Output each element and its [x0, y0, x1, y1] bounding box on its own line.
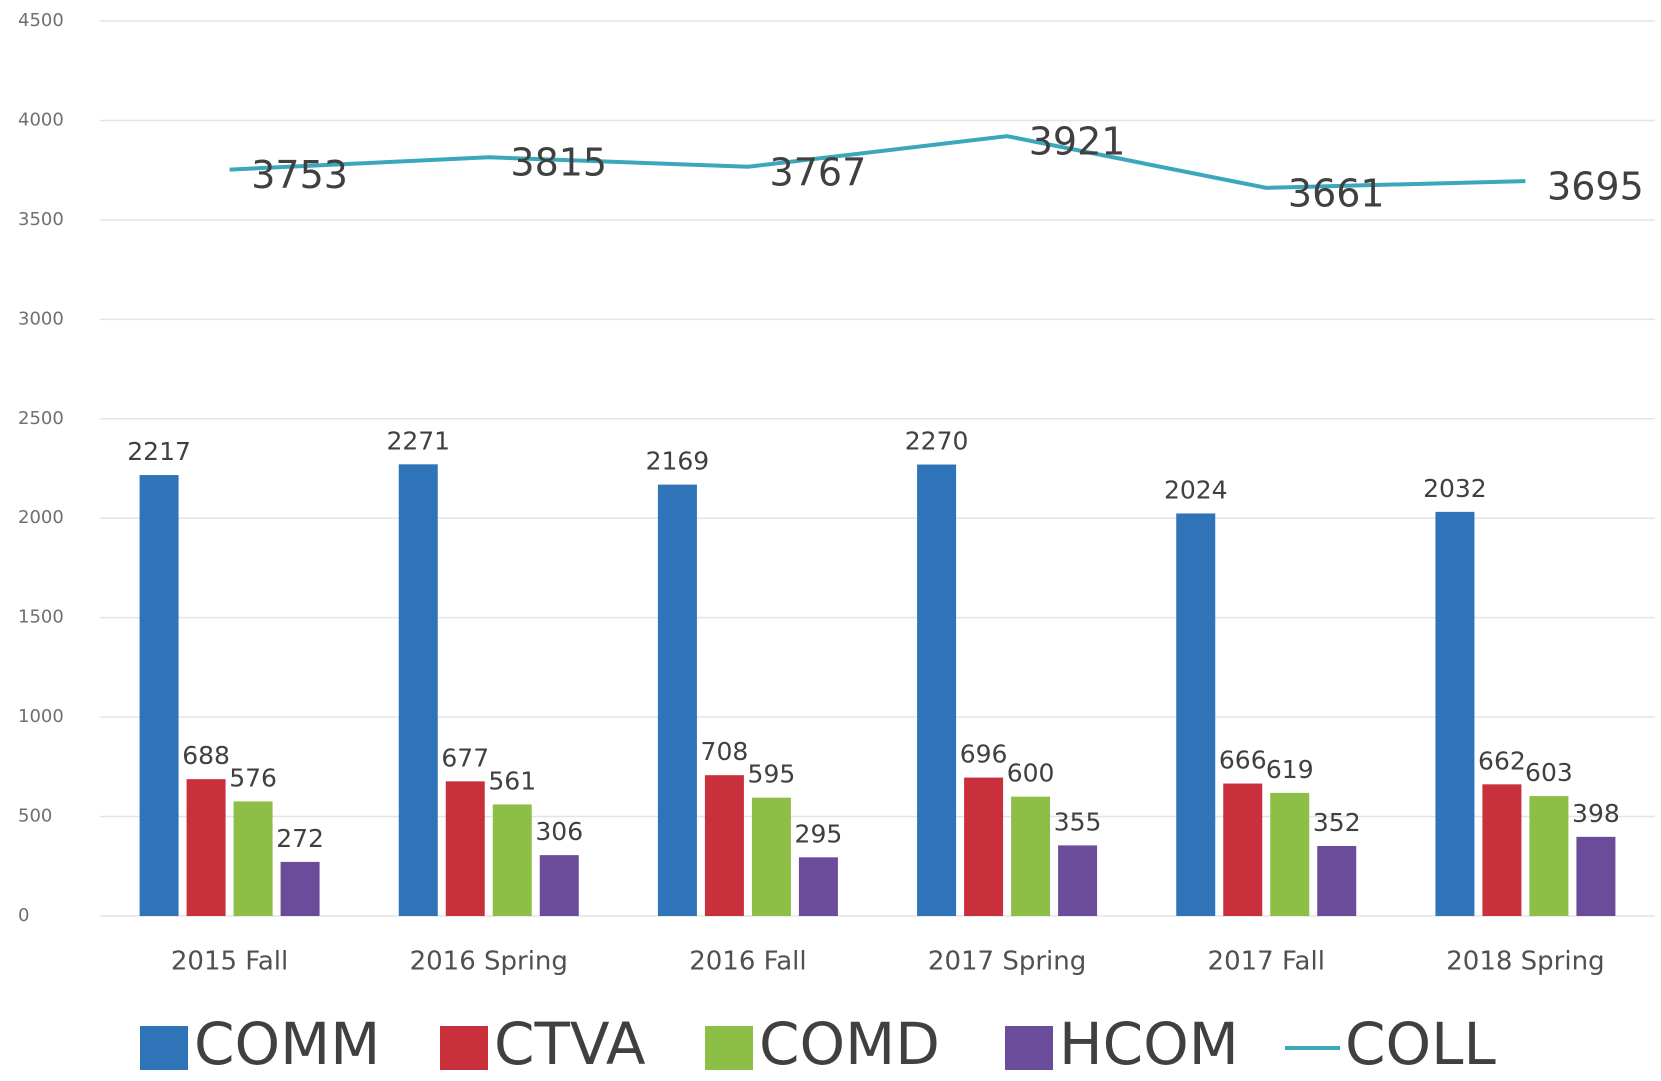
bar [233, 801, 273, 916]
line [229, 134, 1526, 190]
line-label: 3661 [1288, 171, 1385, 215]
bar-label: 2217 [127, 437, 191, 466]
bar-label: 688 [182, 741, 230, 770]
bar [751, 797, 791, 916]
bar [1576, 836, 1616, 916]
bar-label: 306 [535, 817, 583, 846]
bar-label: 595 [748, 760, 796, 789]
bar-label: 603 [1525, 758, 1573, 787]
y-tick-label: 2500 [18, 408, 64, 429]
line-label: 3815 [510, 141, 607, 185]
bar [798, 857, 838, 916]
legend-label: HCOM [1059, 1010, 1239, 1078]
bar-label: 561 [488, 766, 536, 795]
bar [1011, 796, 1051, 916]
bar-label: 352 [1313, 808, 1361, 837]
bar [1435, 511, 1475, 916]
y-tick-label: 4000 [18, 109, 64, 130]
bar-label: 662 [1478, 746, 1526, 775]
bar-label: 398 [1572, 799, 1620, 828]
bar-label: 708 [701, 737, 749, 766]
bar [1058, 845, 1098, 916]
bar-label: 355 [1054, 807, 1102, 836]
bar-label: 2024 [1164, 475, 1228, 504]
x-tick-label: 2017 Spring [928, 947, 1086, 977]
bar [1270, 792, 1310, 916]
legend-swatch [1005, 1026, 1053, 1070]
bar-label: 619 [1266, 755, 1314, 784]
y-tick-label: 500 [18, 806, 52, 827]
bar-label: 600 [1007, 759, 1055, 788]
bar [1223, 783, 1263, 916]
legend-label: COMM [194, 1010, 380, 1078]
legend-label: CTVA [494, 1010, 646, 1078]
legend-label: COLL [1345, 1010, 1496, 1078]
bar [398, 464, 438, 916]
line-label: 3921 [1029, 120, 1126, 164]
legend-label: COMD [759, 1010, 940, 1078]
bar [704, 775, 744, 916]
bar [917, 464, 957, 916]
bar-label: 2032 [1423, 474, 1487, 503]
bar [445, 781, 485, 916]
x-tick-label: 2017 Fall [1208, 947, 1325, 977]
bar [1317, 845, 1357, 916]
y-tick-label: 1000 [18, 706, 64, 727]
bar-label: 2169 [646, 447, 710, 476]
y-tick-label: 3000 [18, 308, 64, 329]
legend-swatch [140, 1026, 188, 1070]
x-tick-label: 2016 Spring [410, 947, 568, 977]
y-tick-label: 1500 [18, 607, 64, 628]
legend-swatch [440, 1026, 488, 1070]
bar-label: 677 [441, 743, 489, 772]
bar-label: 2270 [905, 427, 969, 456]
bar [186, 779, 226, 916]
bar-label: 295 [795, 819, 843, 848]
x-tick-label: 2016 Fall [689, 947, 806, 977]
bar [1482, 784, 1522, 916]
bar [964, 777, 1004, 916]
line-label: 3767 [770, 150, 867, 194]
y-tick-label: 4500 [18, 10, 64, 31]
x-tick-label: 2015 Fall [171, 947, 288, 977]
x-tick-label: 2018 Spring [1446, 947, 1604, 977]
bar [1529, 796, 1569, 916]
bar [1176, 513, 1216, 916]
bar [539, 855, 579, 916]
y-tick-label: 2000 [18, 507, 64, 528]
bar-label: 576 [229, 763, 277, 792]
bar [280, 861, 320, 916]
y-tick-label: 0 [18, 905, 29, 926]
bar-label: 696 [960, 740, 1008, 769]
y-tick-label: 3500 [18, 209, 64, 230]
bar [492, 804, 532, 916]
bar [657, 484, 697, 916]
legend-swatch [705, 1026, 753, 1070]
bar-label: 272 [276, 824, 324, 853]
bar [139, 475, 179, 916]
bar-label: 666 [1219, 746, 1267, 775]
bar-label: 2271 [386, 426, 450, 455]
line-label: 3753 [251, 153, 348, 197]
line-label: 3695 [1547, 165, 1644, 209]
